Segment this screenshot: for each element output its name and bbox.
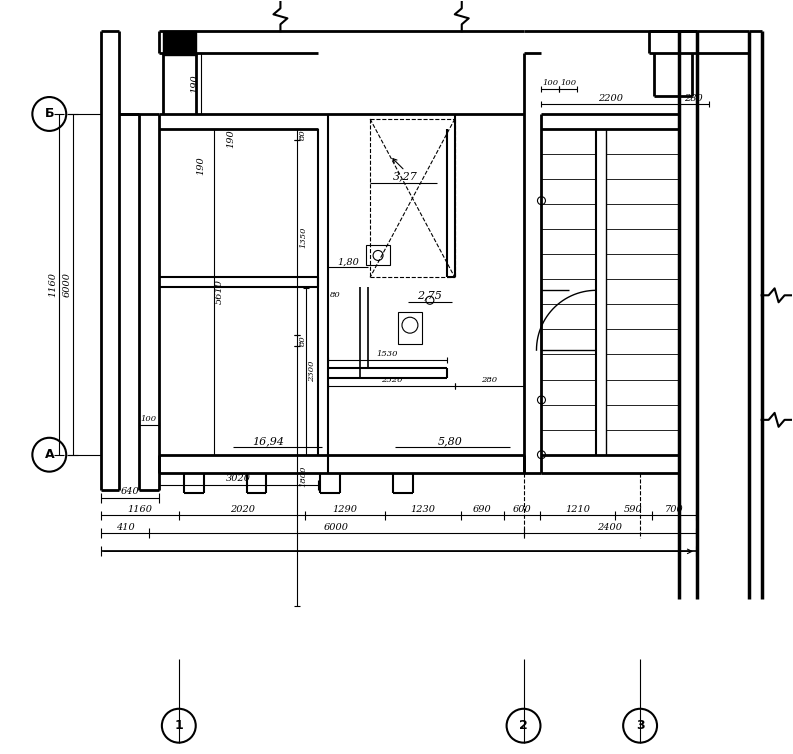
Text: 5,80: 5,80	[438, 436, 462, 446]
Text: 2,75: 2,75	[417, 290, 442, 300]
Text: 690: 690	[473, 505, 492, 514]
Text: 1350: 1350	[299, 227, 308, 248]
Text: 190: 190	[196, 156, 205, 175]
Text: 6000: 6000	[63, 272, 71, 297]
Text: 16,94: 16,94	[252, 436, 285, 446]
Text: 1: 1	[174, 719, 183, 732]
Text: 2520: 2520	[381, 376, 402, 384]
Text: 80: 80	[299, 129, 308, 139]
Text: 2400: 2400	[597, 523, 623, 532]
Text: 700: 700	[665, 505, 684, 514]
Text: 5610: 5610	[215, 279, 224, 305]
Text: 280: 280	[481, 376, 497, 384]
Text: 80: 80	[330, 291, 341, 299]
Text: 190: 190	[190, 74, 199, 93]
Text: 1230: 1230	[411, 505, 435, 514]
Text: 600: 600	[512, 505, 531, 514]
Text: Б: Б	[44, 108, 54, 121]
Text: А: А	[44, 448, 54, 461]
Text: 1210: 1210	[565, 505, 590, 514]
Text: 1160: 1160	[48, 272, 58, 297]
Text: 100: 100	[542, 79, 558, 87]
Text: 3,27: 3,27	[393, 170, 417, 181]
Text: 410: 410	[116, 523, 134, 532]
Text: 1160: 1160	[128, 505, 152, 514]
Text: 190: 190	[226, 130, 235, 149]
Text: 590: 590	[624, 505, 643, 514]
Bar	[366, 246, 390, 265]
Text: 2200: 2200	[598, 93, 623, 103]
Text: 2020: 2020	[229, 505, 255, 514]
Text: 280: 280	[684, 93, 703, 103]
Text: 1,80: 1,80	[337, 258, 359, 267]
Text: 1530: 1530	[377, 350, 398, 358]
Text: 80: 80	[299, 336, 308, 346]
Text: 3: 3	[636, 719, 645, 732]
Text: 100: 100	[141, 415, 157, 423]
Text: 2: 2	[519, 719, 528, 732]
Bar	[398, 312, 422, 344]
Text: 100: 100	[561, 79, 577, 87]
Text: 640: 640	[121, 487, 140, 496]
Text: 3020: 3020	[226, 474, 251, 483]
Text: 2300: 2300	[308, 360, 316, 382]
Text: 1800: 1800	[299, 465, 308, 487]
Text: 1290: 1290	[333, 505, 358, 514]
Text: 6000: 6000	[324, 523, 349, 532]
Polygon shape	[163, 31, 196, 55]
